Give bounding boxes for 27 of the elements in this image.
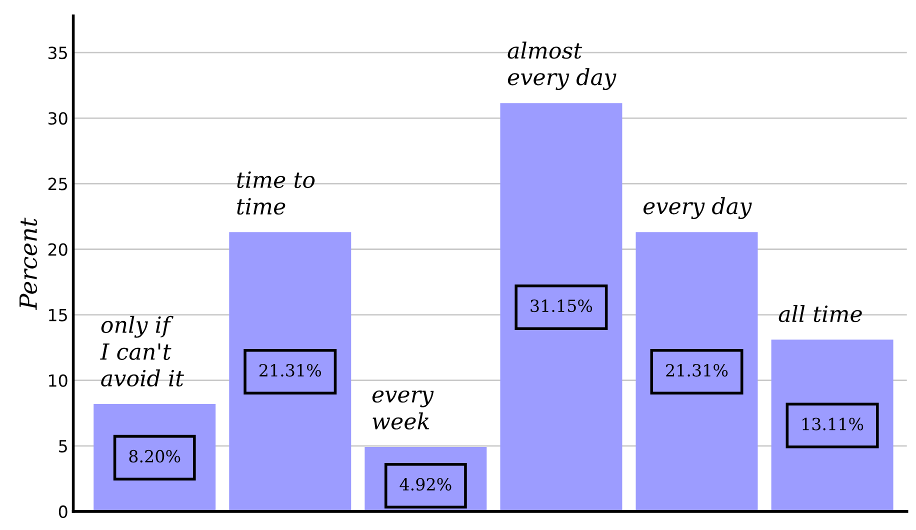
x-tick-label: almost every day (508, 42, 616, 90)
x-tick-label: only if I can't avoid it (100, 316, 184, 387)
y-tick-label: 0 (58, 505, 68, 518)
y-tick-label: 10 (49, 374, 68, 387)
y-tick-label: 20 (48, 243, 68, 256)
data-label: 31.15% (530, 299, 592, 312)
y-tick-label: 25 (48, 178, 67, 190)
y-tick-label: 5 (59, 440, 67, 452)
bar (771, 340, 894, 512)
x-tick-label: time to time (237, 171, 315, 215)
x-tick-label: every day (643, 197, 752, 219)
bar (636, 232, 758, 512)
data-label: 21.31% (666, 364, 728, 377)
bar (229, 232, 352, 512)
bar (94, 404, 216, 512)
y-tick-label: 15 (49, 308, 67, 322)
bar (500, 103, 622, 512)
x-tick-label: every week (372, 390, 434, 430)
data-label: 13.11% (802, 418, 864, 430)
data-label: 8.20% (129, 450, 180, 463)
bar (364, 446, 487, 512)
y-axis-title: Percent (20, 218, 38, 310)
data-label: 4.92% (400, 478, 452, 491)
y-tick-label: 35 (48, 46, 67, 60)
y-tick-label: 30 (48, 112, 68, 125)
data-label: 21.31% (259, 364, 321, 377)
x-tick-label: all time (778, 304, 862, 322)
